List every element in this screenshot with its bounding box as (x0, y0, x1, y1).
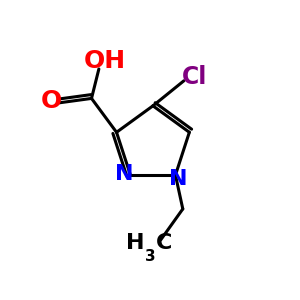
Text: H: H (126, 233, 145, 254)
Text: Cl: Cl (182, 65, 208, 89)
Text: O: O (40, 89, 62, 113)
Text: C: C (156, 233, 172, 254)
Text: N: N (169, 169, 187, 189)
Text: 3: 3 (145, 249, 156, 264)
Text: N: N (115, 164, 133, 184)
Text: OH: OH (84, 49, 126, 73)
